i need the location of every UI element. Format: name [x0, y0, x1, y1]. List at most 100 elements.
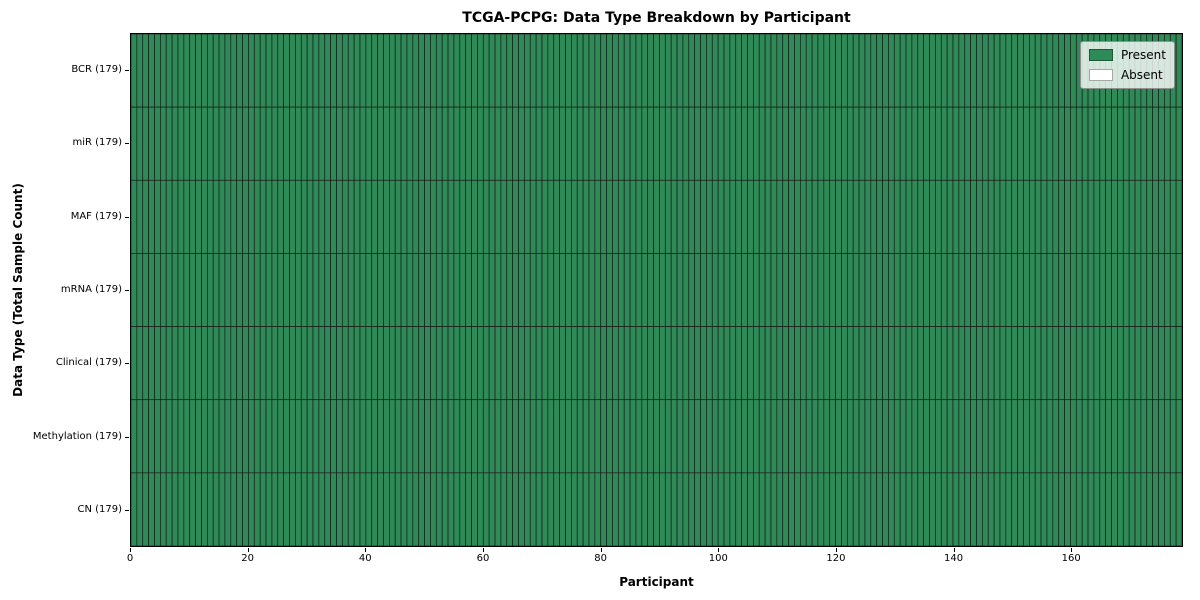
heatmap-cell	[782, 399, 789, 474]
heatmap-cell	[911, 472, 919, 546]
heatmap-cell	[1152, 326, 1159, 401]
heatmap-cell	[318, 34, 326, 108]
heatmap-cell	[841, 179, 848, 254]
heatmap-cell	[606, 106, 613, 181]
heatmap-cell	[248, 106, 255, 181]
heatmap-cell	[131, 106, 138, 181]
heatmap-cell	[430, 472, 437, 546]
heatmap-cell	[612, 399, 619, 474]
heatmap-cell	[717, 179, 725, 254]
heatmap-cell	[588, 253, 596, 327]
heatmap-cell	[300, 106, 308, 181]
heatmap-cell	[324, 472, 331, 546]
heatmap-cell	[365, 179, 373, 254]
heatmap-cell	[1075, 179, 1083, 254]
heatmap-cell	[253, 253, 261, 327]
heatmap-cell	[171, 326, 179, 401]
heatmap-cell	[189, 106, 196, 181]
heatmap-cell	[236, 106, 243, 181]
heatmap-cell	[1093, 326, 1101, 401]
heatmap-cell	[1128, 326, 1136, 401]
heatmap-cell	[177, 34, 185, 108]
x-tick-mark	[482, 548, 484, 552]
heatmap-cell	[976, 253, 983, 327]
heatmap-cell	[342, 253, 349, 327]
heatmap-cell	[899, 253, 907, 327]
heatmap-cell	[535, 399, 543, 474]
heatmap-cell	[576, 34, 584, 108]
heatmap-cell	[688, 34, 696, 108]
heatmap-cell	[447, 179, 455, 254]
heatmap-cell	[982, 472, 989, 546]
heatmap-cell	[1046, 179, 1054, 254]
heatmap-cell	[494, 179, 502, 254]
heatmap-cell	[312, 326, 320, 401]
legend-label-present: Present	[1120, 48, 1166, 62]
heatmap-cell	[923, 34, 930, 108]
heatmap-cell	[518, 472, 525, 546]
heatmap-cell	[758, 253, 766, 327]
heatmap-cell	[571, 399, 578, 474]
heatmap-cell	[917, 253, 925, 327]
heatmap-cell	[324, 106, 331, 181]
heatmap-cell	[201, 326, 208, 401]
heatmap-cell	[424, 326, 431, 401]
heatmap-cell	[911, 34, 919, 108]
heatmap-cell	[1175, 106, 1182, 181]
heatmap-cell	[477, 253, 484, 327]
heatmap-cell	[776, 253, 784, 327]
heatmap-cell	[958, 34, 966, 108]
heatmap-cell	[858, 399, 866, 474]
heatmap-cell	[676, 399, 684, 474]
y-tick-mark	[125, 69, 129, 71]
heatmap-cell	[541, 472, 549, 546]
heatmap-cell	[306, 253, 314, 327]
heatmap-cell	[858, 472, 866, 546]
heatmap-cell	[171, 179, 179, 254]
heatmap-cell	[1128, 253, 1136, 327]
heatmap-cell	[447, 326, 455, 401]
heatmap-cell	[553, 179, 560, 254]
heatmap-cell	[1075, 472, 1083, 546]
heatmap-cell	[529, 326, 537, 401]
heatmap-cell	[653, 326, 660, 401]
heatmap-cell	[218, 399, 226, 474]
heatmap-cell	[976, 34, 983, 108]
heatmap-cell	[1087, 326, 1095, 401]
heatmap-cell	[835, 399, 842, 474]
heatmap-cell	[823, 326, 831, 401]
heatmap-cell	[576, 179, 584, 254]
heatmap-cell	[1023, 106, 1030, 181]
heatmap-cell	[888, 106, 895, 181]
heatmap-cell	[547, 253, 555, 327]
heatmap-cell	[823, 179, 831, 254]
heatmap-cell	[946, 399, 954, 474]
heatmap-cell	[829, 472, 836, 546]
heatmap-cell	[1081, 472, 1089, 546]
heatmap-cell	[694, 399, 701, 474]
heatmap-cell	[1152, 253, 1159, 327]
heatmap-cell	[265, 326, 273, 401]
heatmap-cell	[664, 472, 672, 546]
heatmap-cell	[324, 253, 331, 327]
legend: Present Absent	[1079, 41, 1175, 89]
heatmap-cell	[289, 179, 296, 254]
heatmap-cell	[882, 106, 889, 181]
heatmap-cell	[201, 179, 208, 254]
heatmap-cell	[800, 34, 807, 108]
heatmap-cell	[1034, 179, 1042, 254]
heatmap-cell	[160, 326, 167, 401]
heatmap-cell	[882, 399, 889, 474]
heatmap-cell	[289, 106, 296, 181]
heatmap-cell	[788, 253, 795, 327]
heatmap-cell	[794, 326, 801, 401]
heatmap-cell	[940, 179, 948, 254]
heatmap-cell	[717, 253, 725, 327]
heatmap-cell	[782, 253, 789, 327]
heatmap-cell	[1023, 472, 1030, 546]
heatmap-cell	[1064, 399, 1071, 474]
x-tick-label: 160	[1061, 553, 1081, 564]
heatmap-cell	[1146, 326, 1153, 401]
heatmap-cell	[488, 253, 496, 327]
heatmap-cell	[958, 253, 966, 327]
